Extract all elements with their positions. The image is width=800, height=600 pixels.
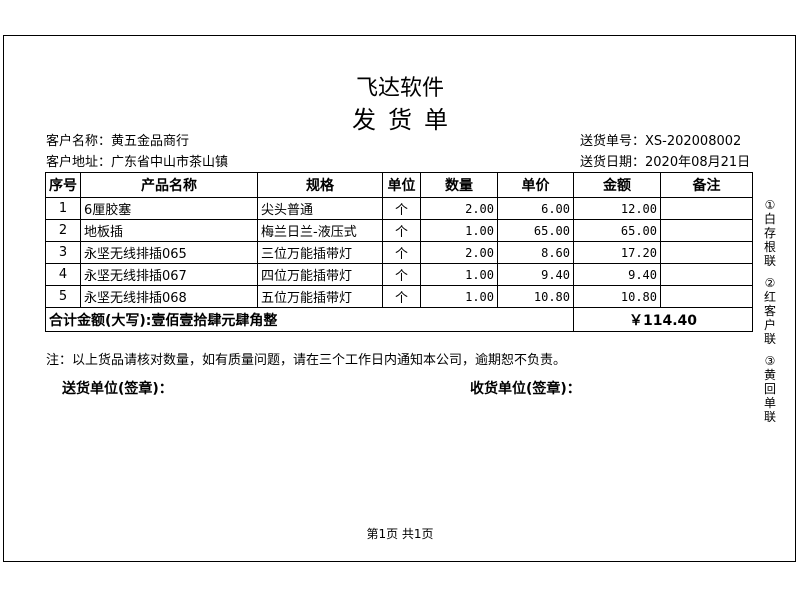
page-footer: 第1页 共1页: [366, 527, 434, 541]
side-label-yellow: ③黄回单联: [763, 354, 776, 424]
table-cell: 2.00: [420, 241, 498, 264]
table-row: 3 永坚无线排插065 三位万能插带灯个 2.00 8.60 17.20: [45, 241, 753, 264]
table-cell: 1.00: [420, 285, 498, 308]
total-amount: ￥114.40: [573, 307, 753, 332]
table-row: 1 6厘胶塞 尖头普通个 2.00 6.00 12.00: [45, 197, 753, 220]
customer-name: 客户名称：黄五金品商行: [46, 134, 190, 149]
table-cell: 9.40: [497, 263, 574, 286]
table-cell: 三位万能插带灯: [257, 241, 383, 264]
customer-address: 客户地址：广东省中山市茶山镇: [46, 155, 229, 170]
table-cell: 4: [45, 263, 81, 286]
table-cell: 10.80: [573, 285, 661, 308]
table-cell: 12.00: [573, 197, 661, 220]
table-cell: 10.80: [497, 285, 574, 308]
table-cell: 1: [45, 197, 81, 220]
table-cell: 65.00: [497, 219, 574, 242]
side-label-white: ①白存根联: [763, 198, 776, 268]
receiver-signature-label: 收货单位(签章)：: [470, 381, 581, 397]
column-header: 数量: [420, 172, 498, 198]
table-cell: 2: [45, 219, 81, 242]
total-words: 合计金额(大写):壹佰壹拾肆元肆角整: [45, 307, 574, 332]
table-cell: 1.00: [420, 219, 498, 242]
order-date: 送货日期：2020年08月21日: [580, 155, 751, 170]
side-label-red: ②红客户联: [763, 276, 776, 346]
table-cell: 四位万能插带灯: [257, 263, 383, 286]
table-cell: 65.00: [573, 219, 661, 242]
page-border: [3, 35, 796, 562]
company-title: 飞达软件: [355, 76, 444, 101]
document-title: 发货单: [352, 106, 460, 134]
table-cell: 永坚无线排插065: [80, 241, 258, 264]
table-cell: 5: [45, 285, 81, 308]
table-cell: [660, 197, 753, 220]
table-cell: 个: [382, 285, 421, 308]
table-row: 2 地板插 梅兰日兰-液压式个 1.00 65.00 65.00: [45, 219, 753, 242]
table-cell: 个: [382, 219, 421, 242]
table-cell: 永坚无线排插068: [80, 285, 258, 308]
note-text: 注：以上货品请核对数量，如有质量问题，请在三个工作日内通知本公司，逾期恕不负责。: [46, 353, 567, 368]
table-cell: [660, 285, 753, 308]
column-header: 单价: [497, 172, 574, 198]
table-cell: 3: [45, 241, 81, 264]
sender-signature-label: 送货单位(签章)：: [62, 381, 173, 397]
table-cell: 17.20: [573, 241, 661, 264]
table-cell: 2.00: [420, 197, 498, 220]
column-header: 金额: [573, 172, 661, 198]
table-cell: 尖头普通: [257, 197, 383, 220]
column-header: 规格: [257, 172, 383, 198]
table-cell: 6.00: [497, 197, 574, 220]
table-cell: 地板插: [80, 219, 258, 242]
table-cell: 1.00: [420, 263, 498, 286]
table-cell: 9.40: [573, 263, 661, 286]
table-cell: 五位万能插带灯: [257, 285, 383, 308]
table-cell: 个: [382, 197, 421, 220]
table-cell: [660, 263, 753, 286]
table-row: 5 永坚无线排插068 五位万能插带灯个 1.00 10.80 10.80: [45, 285, 753, 308]
column-header: 产品名称: [80, 172, 258, 198]
table-cell: 6厘胶塞: [80, 197, 258, 220]
table-cell: [660, 241, 753, 264]
table-cell: 梅兰日兰-液压式: [257, 219, 383, 242]
column-header: 备注: [660, 172, 753, 198]
table-cell: 8.60: [497, 241, 574, 264]
column-header: 单位: [382, 172, 421, 198]
table-cell: 永坚无线排插067: [80, 263, 258, 286]
order-number: 送货单号：XS-202008002: [580, 134, 742, 149]
table-cell: [660, 219, 753, 242]
column-header: 序号: [45, 172, 81, 198]
table-row: 4 永坚无线排插067 四位万能插带灯个 1.00 9.40 9.40: [45, 263, 753, 286]
table-cell: 个: [382, 241, 421, 264]
table-cell: 个: [382, 263, 421, 286]
items-table: 序号 产品名称 规格 单位 数量 单价 金额 备注 1 6厘胶塞 尖头普通个 2.00 6.00 12.…: [45, 172, 753, 332]
